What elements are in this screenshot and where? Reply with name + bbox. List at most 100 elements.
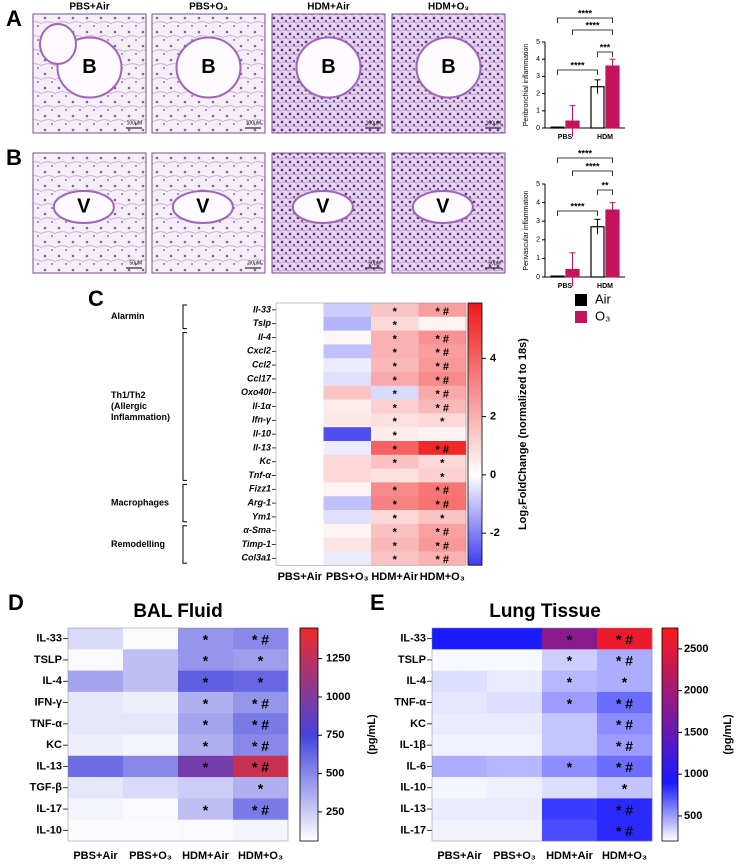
heatmap-cell: [276, 358, 324, 373]
heatmap-cell: [68, 819, 124, 842]
heatmap-cell: [432, 734, 488, 757]
x-tick-label: PBS: [558, 134, 573, 141]
heatmap-cell: [233, 649, 289, 671]
cell-annotation: * #: [436, 527, 449, 539]
significance-label: **: [601, 180, 609, 190]
significance-bracket: [597, 189, 613, 195]
cell-annotation: *: [393, 402, 398, 414]
colorbar: [467, 302, 483, 566]
significance-bracket: [557, 210, 598, 216]
scale-bar: 100µM: [486, 120, 501, 126]
cell-annotation: * #: [436, 347, 449, 359]
cell-annotation: *: [203, 653, 209, 669]
heatmap-cell: [371, 441, 419, 456]
heatmap-frame: [67, 627, 289, 842]
heatmap-cell: [68, 755, 124, 778]
heatmap-cell: [418, 523, 467, 538]
cell-annotation: *: [393, 361, 398, 373]
column-label: HDM+O₃: [420, 571, 465, 583]
legend-label: O₃: [595, 308, 610, 323]
heatmap-cell: [178, 713, 234, 735]
cell-annotation: * #: [616, 802, 633, 818]
y-tick-label: 2: [536, 237, 540, 244]
significance-bracket: [557, 17, 613, 23]
cell-annotation: *: [393, 389, 398, 401]
group-label: Inflammation): [111, 412, 170, 422]
heatmap-cell: [542, 777, 598, 799]
cell-annotation: * #: [252, 631, 269, 647]
cell-annotation: * #: [616, 823, 633, 839]
lumen: [415, 36, 482, 99]
heatmap-cell: [276, 413, 324, 428]
heatmap-cell: [276, 551, 324, 566]
heatmap-cell: [597, 798, 653, 820]
heatmap-cell: [178, 798, 234, 820]
heatmap-cell: [418, 441, 467, 456]
heatmap-cell: [597, 713, 653, 735]
row-label: TSLP: [398, 654, 426, 666]
row-label: Kc: [259, 456, 271, 466]
heatmap-cell: [123, 649, 179, 671]
cell-annotation: *: [567, 631, 573, 647]
structure-letter: B: [82, 56, 96, 78]
heatmap-cell: [276, 523, 324, 538]
heatmap-cell: [371, 496, 419, 511]
heatmap-cell: [68, 670, 124, 693]
x-tick-label: PBS: [558, 283, 573, 290]
significance-label: ****: [585, 20, 600, 30]
row-label: KC: [410, 718, 426, 730]
heatmap-cell: [276, 454, 324, 469]
heatmap-cell: [68, 734, 124, 757]
heatmap-cell: [487, 713, 543, 735]
cell-annotation: * #: [436, 389, 449, 401]
heatmap-cell: [597, 670, 653, 693]
panel-label: A: [6, 6, 22, 31]
cell-annotation: *: [622, 780, 628, 796]
row-label: IL-17: [400, 824, 426, 836]
heatmap-cell: [542, 649, 598, 671]
column-label: PBS+Air: [437, 850, 482, 862]
heatmap-cell: [371, 413, 419, 428]
panel-label: D: [8, 590, 24, 615]
row-label: Ifn-γ: [252, 415, 272, 425]
cell-annotation: *: [393, 375, 398, 387]
colorbar-label: (pg/mL): [722, 714, 734, 755]
heatmap-cell: [178, 734, 234, 757]
cell-annotation: * #: [436, 554, 449, 566]
row-label: IL-13: [36, 760, 62, 772]
group-label: Remodelling: [111, 539, 165, 549]
scale-bar: 100µM: [246, 120, 261, 126]
heatmap-cell: [432, 713, 488, 735]
heatmap-cell: [323, 427, 372, 442]
heatmap-cell: [487, 670, 543, 693]
heatmap-cell: [542, 691, 598, 714]
heatmap-cell: [323, 551, 372, 566]
row-label: Tnf-α: [248, 470, 271, 480]
heatmap-cell: [323, 441, 372, 456]
heatmap-cell: [432, 777, 488, 799]
row-label: IL-4: [406, 675, 426, 687]
heatmap-cell: [418, 358, 467, 373]
heatmap-cell: [371, 372, 419, 387]
heatmap-cell: [418, 330, 467, 345]
cell-annotation: *: [203, 717, 209, 733]
row-label: Ym1: [252, 511, 271, 521]
heatmap-cell: [178, 755, 234, 778]
column-header: HDM+O₃: [428, 2, 469, 13]
heatmap-cell: [68, 628, 124, 650]
heatmap-cell: [323, 537, 372, 552]
heatmap-cell: [418, 454, 467, 469]
heatmap-cell: [418, 385, 467, 400]
heatmap-cell: [323, 358, 372, 373]
x-tick-label: HDM: [597, 134, 613, 141]
colorbar: [661, 627, 679, 842]
heatmap-cell: [542, 670, 598, 693]
group-label: (Allergic: [111, 401, 147, 411]
lumen: [39, 23, 77, 65]
heatmap-cell: [371, 510, 419, 525]
row-label: Il-33: [253, 304, 271, 314]
heatmap-cell: [276, 344, 324, 359]
heatmap-cell: [123, 819, 179, 842]
cell-annotation: * #: [252, 759, 269, 775]
scale-bar: 50µM: [248, 260, 261, 266]
